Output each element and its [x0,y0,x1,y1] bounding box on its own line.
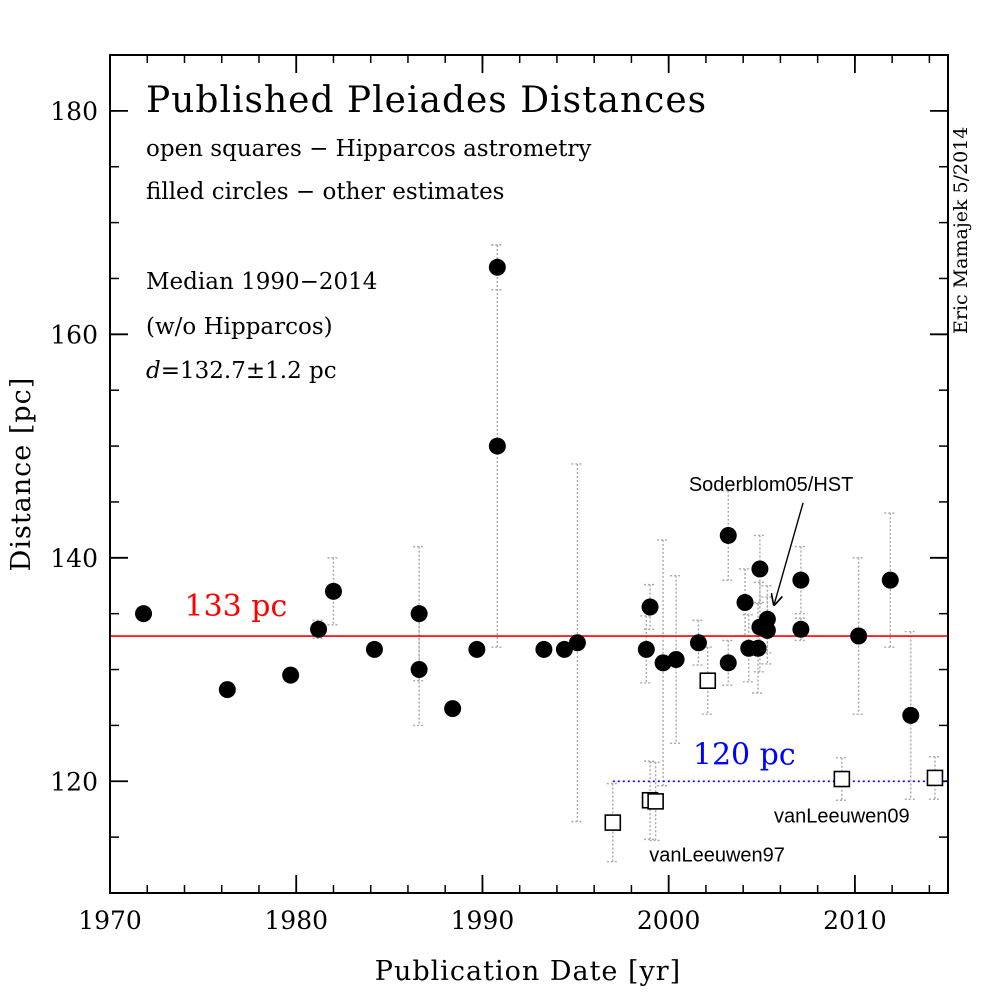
annotation-label: vanLeeuwen97 [649,845,785,867]
data-point-circle [282,666,300,684]
data-point-circle [488,258,506,276]
x-tick-label: 1980 [264,906,328,935]
data-point-circle [535,640,553,658]
data-point-circle [792,571,810,589]
data-point-circle [410,605,428,623]
ticks-layer: 1970 1980 1990 2000 2010 120 140 160 180 [50,54,948,935]
median-value-text: =132.7±1.2 pc [161,358,337,384]
annotation-label: vanLeeuwen09 [774,806,910,828]
x-tick-label: 2000 [637,906,701,935]
data-point-square [604,814,622,831]
data-point-circle [637,640,655,658]
annotation-arrow [774,502,804,605]
data-point-circle [667,650,685,668]
data-point-square [833,770,851,788]
data-point-circle [902,706,920,724]
data-point-circle [641,598,659,616]
median-value: d=132.7±1.2 pc [146,358,337,384]
data-point-circle [488,437,506,455]
data-point-circle [324,582,342,600]
median-label-1: Median 1990−2014 [146,269,377,295]
data-point-circle [719,654,737,672]
data-point-circle [850,627,868,645]
data-point-circle [555,640,573,658]
y-tick-label: 160 [50,320,98,349]
plot-frame [109,54,949,894]
y-axis-label: Distance [pc] [6,377,37,572]
data-point-circle [365,640,383,658]
data-point-circle [749,639,767,657]
data-point-circle [218,681,236,699]
data-point-circle [410,661,428,679]
data-point-circle [310,620,328,638]
legend-line-circles: filled circles − other estimates [146,179,505,205]
data-point-square [647,793,664,810]
reference-lines-layer: 133 pc 120 pc [110,589,948,783]
annotations-layer: Soderblom05/HST vanLeeuwen09 vanLeeuwen97 [649,474,909,867]
data-point-square [699,672,717,690]
x-tick-label: 1990 [451,906,515,935]
median-symbol: d [146,358,161,384]
data-point-circle [758,621,776,639]
data-point-circle [689,634,707,652]
data-point-circle [881,571,899,589]
data-point-circle [468,640,486,658]
data-point-circle [736,593,754,611]
markers-layer [135,258,944,831]
legend-line-squares: open squares − Hipparcos astrometry [146,136,591,162]
data-point-circle [719,526,737,544]
credit-label: Eric Mamajek 5/2014 [950,127,972,334]
data-point-circle [792,620,810,638]
y-tick-label: 140 [50,544,98,573]
reference-line-label: 133 pc [184,589,287,624]
x-tick-label: 1970 [78,906,142,935]
reference-line-label: 120 pc [693,738,796,773]
data-point-square [926,769,944,787]
y-tick-label: 180 [50,97,98,126]
data-point-circle [135,605,153,623]
data-point-circle [444,700,462,718]
x-axis-label: Publication Date [yr] [375,956,681,987]
annotation-label: Soderblom05/HST [689,474,854,496]
x-tick-label: 2010 [823,906,887,935]
data-point-circle [751,560,769,578]
data-point-circle [654,654,672,672]
data-point-circle [568,634,586,652]
median-label-2: (w/o Hipparcos) [146,314,333,340]
chart-title: Published Pleiades Distances [146,80,707,121]
y-tick-label: 120 [50,767,98,796]
errorbars-layer [312,244,941,863]
